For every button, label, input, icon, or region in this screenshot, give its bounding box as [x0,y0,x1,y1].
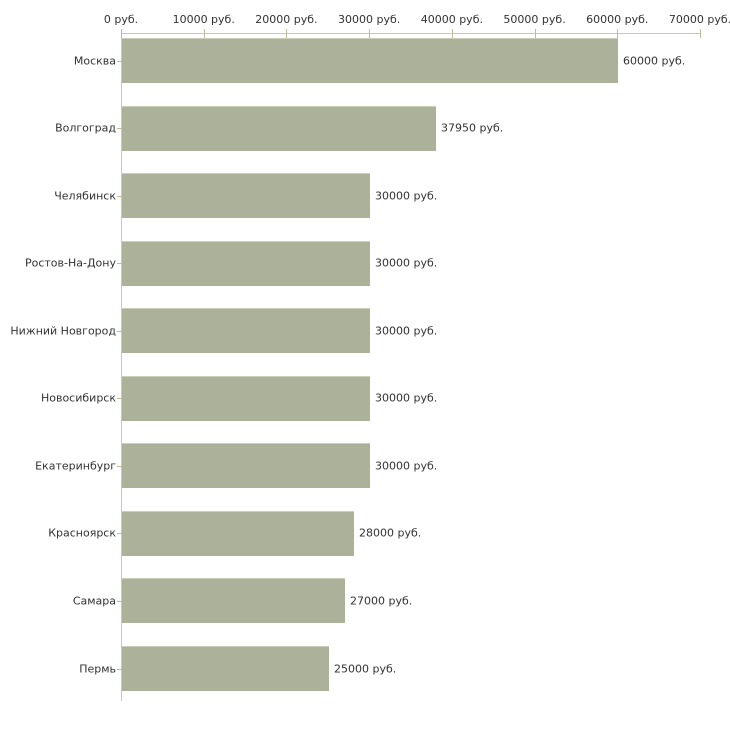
bar-3 [122,173,370,218]
bar-7 [122,443,370,488]
x-tick-mark [617,29,618,38]
value-label: 30000 руб. [375,189,438,203]
x-tick-label: 30000 руб. [338,13,401,26]
y-tick-mark [117,263,122,264]
x-tick-mark [286,29,287,38]
bar-5 [122,308,370,353]
value-label: 30000 руб. [375,391,438,405]
value-label: 25000 руб. [334,662,397,676]
x-tick-label: 10000 руб. [172,13,235,26]
category-label: Челябинск [54,189,116,203]
x-tick-label: 50000 руб. [503,13,566,26]
y-tick-mark [117,533,122,534]
category-label: Екатеринбург [35,459,116,473]
x-tick-mark [204,29,205,38]
x-tick-label: 0 руб. [103,13,139,26]
value-label: 30000 руб. [375,256,438,270]
category-label: Красноярск [48,526,116,540]
y-tick-mark [117,398,122,399]
y-tick-mark [117,61,122,62]
value-label: 60000 руб. [623,54,686,67]
category-label: Москва [73,54,116,67]
category-label: Самара [72,594,116,608]
y-tick-mark [117,196,122,197]
category-label: Новосибирск [40,391,116,405]
x-tick-label: 60000 руб. [586,13,649,26]
y-tick-mark [117,669,122,670]
bar-2 [122,106,436,151]
x-tick-label: 20000 руб. [255,13,318,26]
value-label: 30000 руб. [375,324,438,338]
bar-1 [122,38,618,83]
x-tick-mark [535,29,536,38]
category-label: Нижний Новгород [10,324,116,338]
bar-10 [122,646,329,691]
value-label: 37950 руб. [441,121,504,135]
y-tick-mark [117,601,122,602]
category-label: Пермь [79,662,116,676]
y-axis-line [121,33,122,701]
x-axis-line [121,33,700,34]
x-tick-mark [452,29,453,38]
value-label: 28000 руб. [359,526,422,540]
x-tick-mark [700,29,701,38]
value-label: 27000 руб. [350,594,413,608]
category-label: Ростов-На-Дону [24,256,116,270]
y-tick-mark [117,331,122,332]
x-tick-label: 40000 руб. [420,13,483,26]
bar-9 [122,578,345,623]
y-tick-mark [117,466,122,467]
bar-6 [122,376,370,421]
bar-4 [122,241,370,286]
x-tick-mark [369,29,370,38]
category-label: Волгоград [55,121,116,135]
x-tick-label: 70000 руб. [668,13,730,26]
value-label: 30000 руб. [375,459,438,473]
y-tick-mark [117,128,122,129]
x-tick-mark [121,29,122,38]
bar-8 [122,511,354,556]
